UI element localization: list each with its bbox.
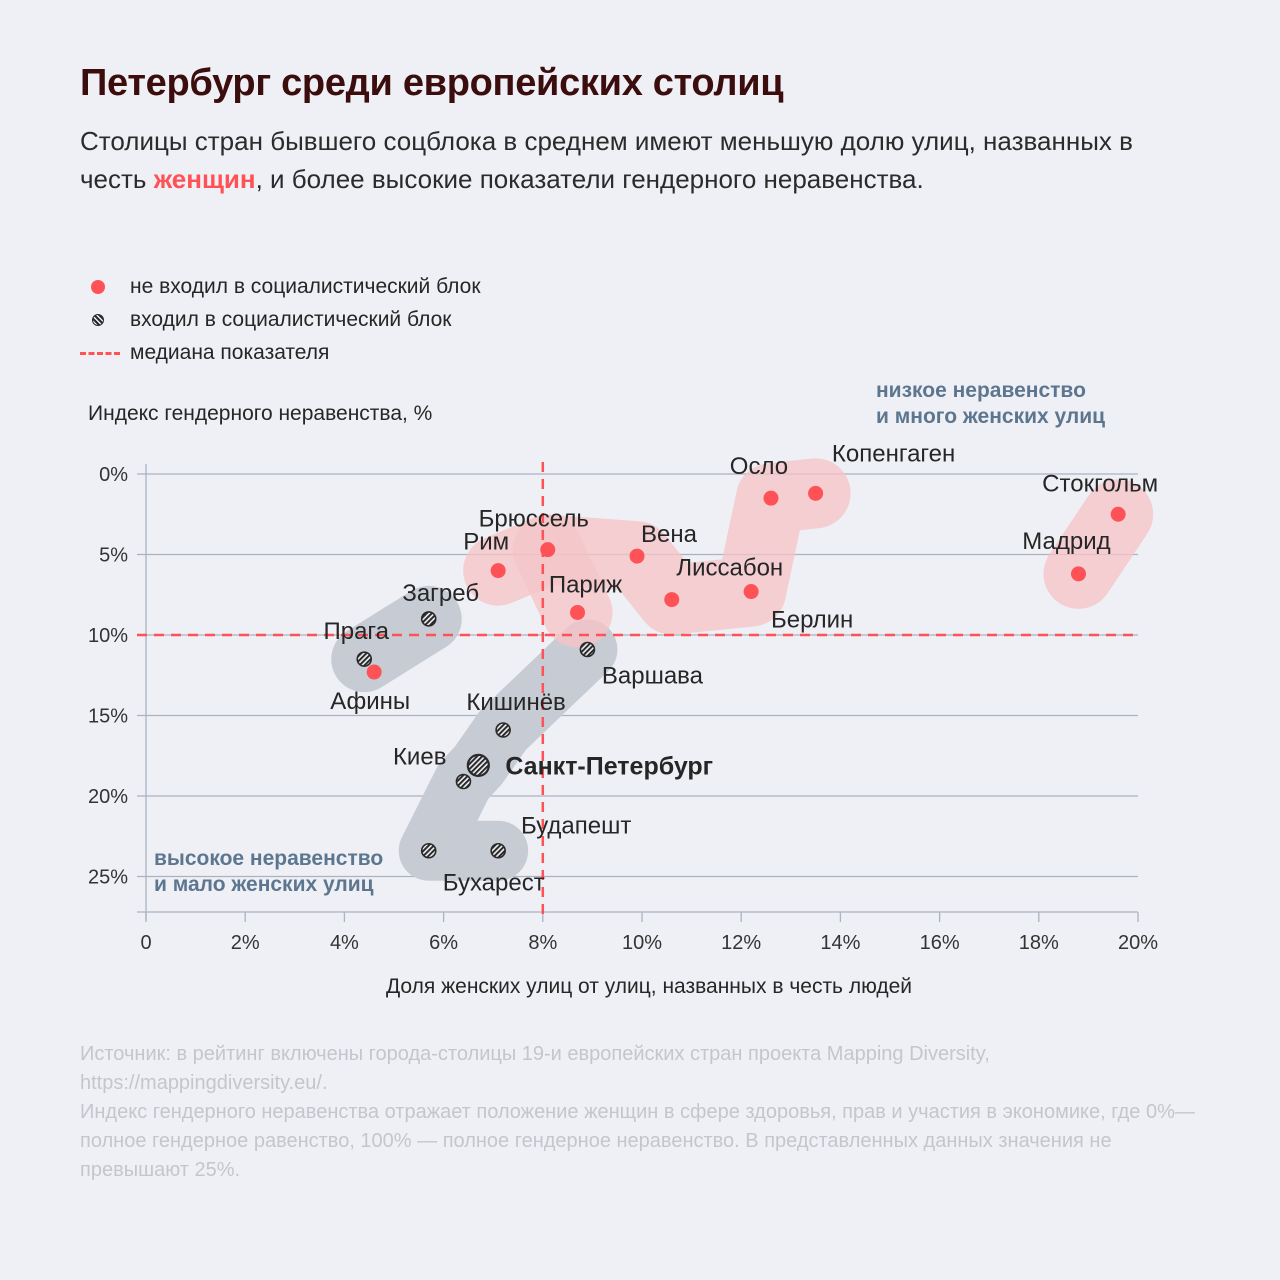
- y-tick-label: 10%: [88, 625, 128, 647]
- data-label: Копенгаген: [832, 440, 955, 467]
- x-tick-label: 20%: [1118, 932, 1158, 954]
- y-tick-label: 5%: [99, 545, 128, 567]
- data-point-socialist: [455, 773, 472, 790]
- subtitle: Столицы стран бывшего соцблока в среднем…: [80, 122, 1200, 198]
- red-dot-icon: [80, 277, 120, 297]
- x-tick-label: 0: [140, 932, 151, 954]
- x-tick-label: 16%: [920, 932, 960, 954]
- data-label: Афины: [330, 688, 410, 715]
- x-tick-label: 14%: [820, 932, 860, 954]
- data-point-socialist: [579, 641, 596, 658]
- data-label: Прага: [323, 618, 389, 645]
- footer-notes: Источник: в рейтинг включены города-стол…: [80, 1040, 1200, 1185]
- quadrant-line: высокое неравенство: [154, 847, 384, 870]
- data-point-non-socialist: [808, 485, 824, 501]
- data-label: Стокгольм: [1042, 470, 1158, 497]
- data-label: Брюссель: [479, 506, 589, 533]
- quadrant-line: и много женских улиц: [876, 405, 1106, 428]
- data-point-non-socialist: [490, 563, 506, 579]
- cluster-blob: [512, 514, 613, 648]
- data-label: Вена: [641, 521, 698, 548]
- data-label: Мадрид: [1022, 528, 1110, 555]
- cluster-blob: [1043, 479, 1154, 609]
- legend-label: медиана показателя: [130, 340, 330, 364]
- hatched-dot-icon: [80, 310, 120, 330]
- data-label: Кишинёв: [466, 689, 565, 716]
- subtitle-text: Столицы стран бывшего соцблока в среднем…: [80, 126, 1133, 194]
- legend-label: не входил в социалистический блок: [130, 274, 481, 298]
- data-label: Париж: [549, 571, 622, 598]
- data-point-socialist: [466, 753, 490, 778]
- index-note: Индекс гендерного неравенства отражает п…: [80, 1101, 1195, 1181]
- data-point-non-socialist: [540, 542, 556, 558]
- data-point-socialist: [420, 611, 437, 627]
- page-title: Петербург среди европейских столиц: [80, 62, 784, 104]
- y-tick-label: 20%: [88, 786, 128, 808]
- y-tick-label: 15%: [88, 706, 128, 728]
- x-axis-label: Доля женских улиц от улиц, названных в ч…: [385, 975, 913, 998]
- cluster-blob: [331, 585, 462, 693]
- data-label: Санкт-Петербург: [505, 752, 713, 780]
- data-label: Варшава: [602, 662, 704, 689]
- data-label: Загреб: [402, 580, 479, 607]
- data-label: Будапешт: [521, 813, 631, 840]
- legend-item-socialist: входил в социалистический блок: [80, 303, 481, 336]
- data-label: Осло: [730, 453, 788, 480]
- data-point-non-socialist: [570, 604, 586, 620]
- subtitle-highlight: женщин: [153, 164, 256, 194]
- data-label: Лиссабон: [676, 555, 783, 582]
- data-label: Рим: [463, 529, 509, 556]
- x-tick-label: 6%: [429, 932, 458, 954]
- data-point-non-socialist: [763, 490, 779, 506]
- data-point-non-socialist: [743, 584, 759, 600]
- quadrant-label-bottom-left: высокое неравенство и мало женских улиц: [154, 846, 383, 898]
- y-tick-label: 25%: [88, 867, 128, 889]
- legend: не входил в социалистический блок входил…: [80, 270, 481, 369]
- x-tick-label: 4%: [330, 932, 359, 954]
- x-tick-label: 12%: [721, 932, 761, 954]
- data-point-non-socialist: [1110, 506, 1126, 522]
- data-label: Берлин: [771, 607, 853, 634]
- quadrant-line: и мало женских улиц: [154, 873, 374, 896]
- data-label: Бухарест: [443, 870, 545, 897]
- dashed-line-icon: [80, 343, 120, 363]
- data-point-non-socialist: [629, 548, 645, 564]
- data-point-socialist: [490, 842, 506, 859]
- legend-item-non-socialist: не входил в социалистический блок: [80, 270, 481, 303]
- data-point-non-socialist: [366, 664, 382, 680]
- data-point-non-socialist: [664, 592, 680, 608]
- data-label: Киев: [393, 744, 446, 771]
- data-point-socialist: [356, 651, 373, 667]
- x-tick-label: 10%: [622, 932, 662, 954]
- quadrant-label-top-right: низкое неравенство и много женских улиц: [876, 378, 1105, 430]
- quadrant-line: низкое неравенство: [876, 379, 1086, 402]
- x-tick-label: 18%: [1019, 932, 1059, 954]
- legend-label: входил в социалистический блок: [130, 307, 452, 331]
- data-point-socialist: [420, 842, 437, 859]
- y-tick-label: 0%: [99, 464, 128, 486]
- x-tick-label: 8%: [528, 932, 557, 954]
- data-point-non-socialist: [1070, 566, 1086, 582]
- legend-item-median: медиана показателя: [80, 336, 481, 369]
- x-tick-label: 2%: [231, 932, 260, 954]
- source-note: Источник: в рейтинг включены города-стол…: [80, 1043, 990, 1094]
- data-point-socialist: [495, 722, 511, 738]
- y-axis-label: Индекс гендерного неравенства, %: [88, 402, 433, 425]
- subtitle-text-end: , и более высокие показатели гендерного …: [255, 164, 924, 194]
